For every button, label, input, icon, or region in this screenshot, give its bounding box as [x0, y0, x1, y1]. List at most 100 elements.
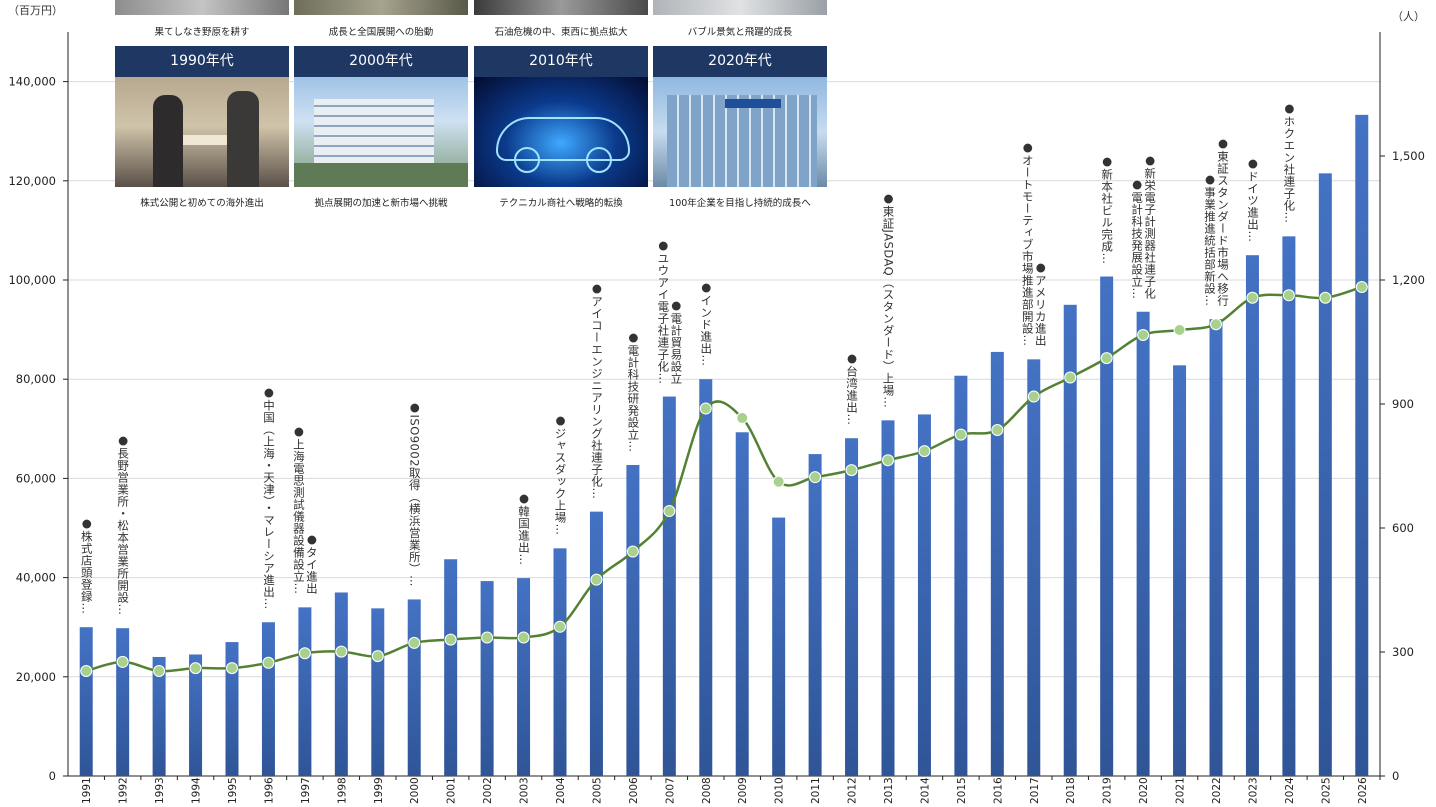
x-tick-label: 2023 [1247, 777, 1259, 804]
x-tick-label: 2008 [701, 777, 713, 804]
employee-point-2021 [1173, 324, 1186, 337]
tick-labels: 0 20,000 40,000 60,000 80,000 100,000 120,000 1… [8, 75, 1425, 804]
bar-2022 [1209, 319, 1223, 776]
bar-2005 [589, 511, 603, 776]
annotation-1996-0: ●中国（上海・天津）・マレーシア進出… [261, 385, 276, 610]
bar-1991 [79, 627, 93, 776]
bar-2002 [480, 581, 494, 776]
employee-line-path [85, 285, 1363, 673]
y-tick-label: 120,000 [8, 174, 56, 188]
x-tick-label: 2013 [883, 777, 895, 804]
annotation-2013-0: ●東証JASDAQ（スタンダード）上場… [881, 191, 896, 409]
bar-2023 [1245, 255, 1259, 776]
top-caption-2: 成長と全国展開への胎動 [328, 27, 434, 38]
employee-point-2017 [1027, 390, 1040, 403]
era-photo-1970s-a [115, 0, 289, 15]
x-tick-label: 2002 [482, 777, 494, 804]
x-tick-label: 2004 [555, 777, 567, 804]
employee-point-2012 [845, 464, 858, 477]
x-tick-label: 2024 [1284, 777, 1296, 804]
x-tick-label: 1996 [263, 777, 275, 804]
annotation-1992-0: ●長野営業所・松本営業所開設… [116, 433, 131, 616]
x-tick-label: 2018 [1065, 777, 1077, 804]
annotation-2003-0: ●韓国進出… [517, 491, 532, 566]
employee-point-2020 [1137, 328, 1150, 341]
employee-point-2011 [809, 471, 822, 484]
bar-2012 [845, 438, 859, 776]
era-caption: 100年企業を目指し持続的成長へ [669, 198, 811, 209]
employee-point-1998 [335, 645, 348, 658]
employee-point-2000 [408, 636, 421, 649]
employee-point-2004 [554, 620, 566, 633]
annotation-2017-1: ●オートモーティブ市場推進部開設… [1020, 140, 1035, 347]
bar-2000 [407, 599, 421, 776]
era-header: 2000年代 [294, 46, 468, 77]
y-tick-label: 100,000 [8, 273, 56, 287]
bar-2008 [699, 379, 713, 776]
employee-point-2013 [882, 454, 894, 467]
employee-point-2014 [918, 445, 931, 458]
top-caption-4: バブル景気と飛躍的成長 [687, 27, 793, 38]
annotation-2012-0: ●台湾進出… [845, 351, 860, 426]
x-tick-label: 2014 [919, 777, 931, 804]
employee-point-2024 [1282, 289, 1295, 302]
employee-point-2009 [736, 412, 749, 425]
left-unit-label: （百万円） [8, 4, 63, 17]
era-panel-2000s: 2000年代 拠点展開の加速と新市場へ挑戦 [294, 46, 468, 209]
x-tick-label: 2007 [664, 777, 676, 804]
employee-point-1995 [226, 662, 238, 675]
employee-point-2005 [590, 573, 603, 586]
employee-point-2003 [517, 631, 530, 644]
era-panel-2020s: 2020年代 100年企業を目指し持続的成長へ [653, 46, 827, 209]
x-tick-label: 1998 [336, 777, 348, 804]
x-tick-label: 1994 [191, 777, 203, 804]
x-tick-label: 2025 [1320, 777, 1332, 804]
bar-2006 [626, 465, 640, 776]
employee-point-2006 [626, 545, 639, 558]
y2-tick-label: 300 [1392, 645, 1414, 659]
x-tick-label: 1992 [118, 777, 130, 804]
x-tick-label: 2009 [737, 777, 749, 804]
employee-point-1999 [371, 650, 384, 663]
employee-point-1992 [116, 655, 129, 668]
x-tick-label: 2019 [1102, 777, 1114, 804]
bar-1996 [261, 622, 275, 776]
annotation-2017-0: ●アメリカ進出 [1033, 260, 1048, 347]
bar-2019 [1100, 276, 1114, 776]
bar-2011 [808, 454, 822, 776]
y-tick-label: 20,000 [16, 670, 56, 684]
bar-1999 [371, 608, 385, 776]
y-tick-label: 0 [49, 769, 56, 783]
era-caption: テクニカル商社へ戦略的転換 [499, 198, 623, 209]
employee-point-2002 [481, 631, 494, 644]
employee-point-2025 [1319, 291, 1332, 304]
bar-1998 [334, 592, 348, 776]
annotation-2020-0: ●新栄電子計測器社連子化 [1143, 152, 1158, 300]
era-photo-1970s-b [294, 0, 468, 15]
bar-1992 [116, 628, 130, 776]
bar-2026 [1355, 114, 1369, 776]
era-photo-1980s-b [653, 0, 827, 15]
y2-tick-label: 600 [1392, 521, 1414, 535]
x-tick-label: 2017 [1029, 777, 1041, 804]
bar-2007 [662, 396, 676, 776]
bar-2001 [444, 559, 458, 776]
sales-bars [79, 114, 1369, 777]
x-tick-label: 2022 [1211, 777, 1223, 804]
annotation-2020-1: ●電計科技発展設立… [1130, 176, 1145, 300]
x-tick-label: 2026 [1357, 777, 1369, 804]
bar-1994 [189, 654, 203, 776]
annotation-2024-0: ●ホクエン社連子化… [1282, 101, 1297, 224]
x-tick-label: 1991 [81, 777, 93, 804]
annotation-2000-0: ●ISO9002取得（横浜営業所）… [407, 400, 422, 588]
annotation-2022-0: ●東証スタンダード市場へ移行 [1216, 136, 1230, 307]
employee-point-2023 [1246, 291, 1259, 304]
bar-2024 [1282, 236, 1296, 777]
employee-point-2001 [444, 633, 457, 646]
annotation-2008-0: ●インド進出… [699, 280, 714, 367]
y-tick-label: 40,000 [16, 571, 56, 585]
x-tick-label: 2010 [774, 777, 786, 804]
top-caption-3: 石油危機の中、東西に拠点拡大 [494, 27, 628, 38]
bar-2021 [1173, 365, 1187, 776]
y2-tick-label: 1,200 [1392, 273, 1425, 287]
